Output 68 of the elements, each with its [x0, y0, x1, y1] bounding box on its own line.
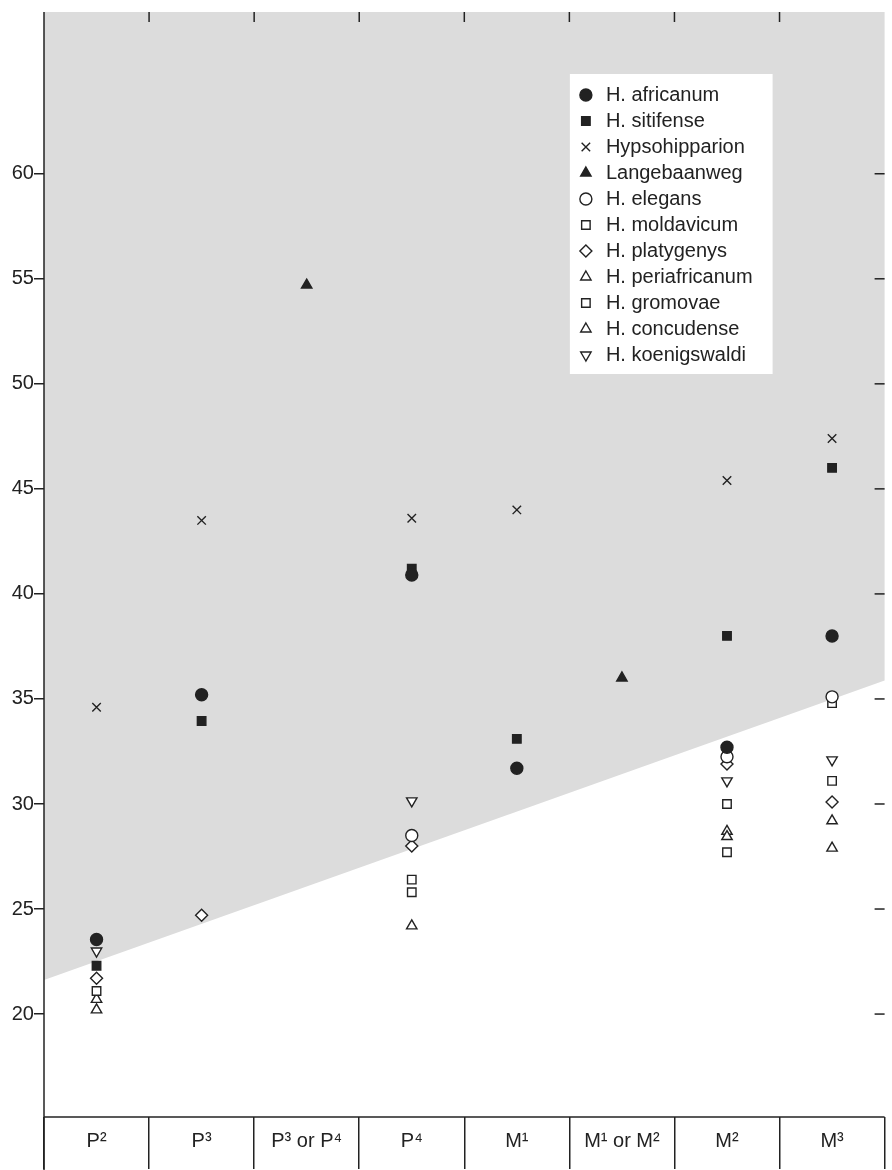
point [194, 688, 209, 702]
legend-label: H. periafricanum [605, 264, 753, 287]
point [827, 775, 838, 786]
point [90, 1003, 103, 1014]
x-tick-label: P² [86, 1128, 107, 1151]
y-tick-label: 60 [11, 161, 34, 184]
point [405, 839, 419, 853]
legend-label: H. koenigswaldi [605, 342, 746, 365]
point [511, 733, 522, 744]
y-tick-label: 55 [11, 266, 34, 289]
point [510, 761, 524, 775]
point [406, 887, 417, 898]
point [194, 908, 209, 923]
point [721, 829, 733, 841]
legend-label: H. concudense [605, 316, 740, 339]
point [405, 568, 419, 582]
point [405, 828, 419, 843]
y-tick-label: 30 [11, 791, 34, 814]
point [825, 795, 839, 809]
x-tick-label: M² [715, 1128, 739, 1151]
y-tick-label: 35 [11, 686, 34, 709]
y-tick-label: 45 [11, 476, 34, 499]
point [91, 960, 102, 971]
point [511, 504, 522, 515]
point [826, 814, 838, 825]
point [406, 513, 417, 524]
point [827, 433, 838, 444]
point [196, 515, 207, 526]
point [406, 874, 417, 885]
point [826, 756, 838, 767]
point [722, 847, 732, 858]
point [405, 919, 418, 930]
point [91, 986, 102, 996]
y-tick-label: 50 [11, 371, 34, 394]
x-tick-label: P³ or P⁴ [271, 1128, 343, 1151]
y-tick-label: 25 [11, 896, 34, 919]
point [826, 841, 838, 852]
legend-label: H. gromovae [605, 290, 721, 313]
x-tick-label: M³ [820, 1128, 845, 1151]
legend-label: H. elegans [605, 186, 702, 209]
x-tick-label: P⁴ [400, 1128, 423, 1151]
point [722, 630, 732, 641]
legend-label: Hypsohipparion [605, 134, 745, 157]
legend-label: H. moldavicum [605, 212, 739, 235]
point [825, 690, 839, 704]
point [616, 671, 628, 682]
point [722, 799, 732, 809]
legend-label: Langebaanweg [605, 160, 743, 183]
point [91, 702, 102, 713]
point [300, 278, 313, 289]
point [90, 947, 103, 958]
point [89, 932, 104, 947]
point [196, 716, 207, 726]
y-tick-label: 20 [11, 1001, 34, 1024]
y-tick-label: 40 [11, 581, 34, 604]
legend-label: H. sitifense [605, 108, 705, 131]
point [89, 971, 104, 986]
point [720, 740, 734, 754]
x-tick-label: P³ [191, 1128, 212, 1151]
point [721, 777, 733, 788]
legend-label: H. africanum [605, 82, 720, 105]
point [825, 629, 839, 643]
point [827, 462, 838, 473]
legend-label: H. platygenys [605, 238, 728, 261]
point [722, 475, 732, 486]
x-tick-label: M¹ [505, 1128, 529, 1151]
point [405, 797, 418, 808]
x-tick-label: M¹ or M² [584, 1128, 661, 1151]
